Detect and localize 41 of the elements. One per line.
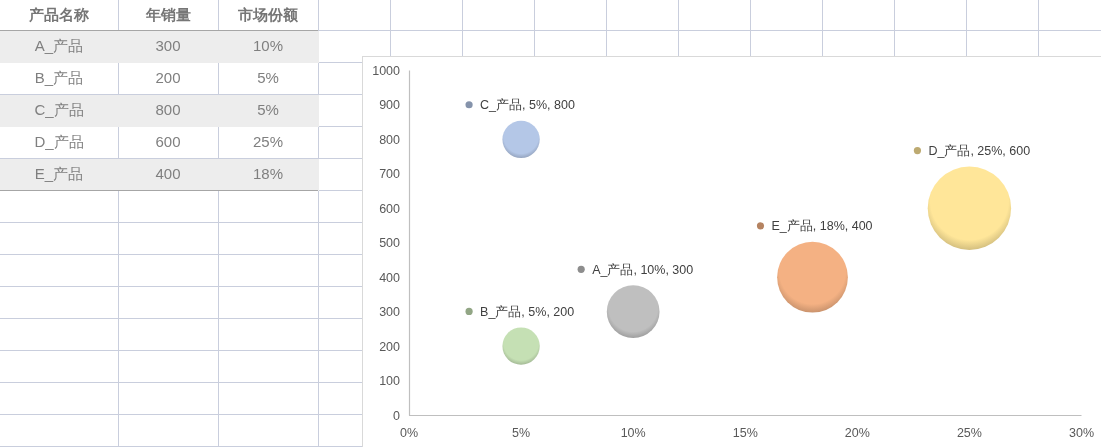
- x-tick-label: 10%: [620, 425, 646, 440]
- value-label: 5%: [257, 69, 279, 86]
- y-tick-label: 0: [393, 408, 400, 423]
- y-tick-label: 1000: [372, 64, 400, 78]
- y-tick-label: 300: [379, 305, 400, 320]
- data-label: A_产品, 10%, 300: [592, 262, 694, 277]
- category: E_产品: [34, 165, 84, 182]
- value-label: 600: [155, 133, 181, 150]
- y-tick-label: 800: [379, 132, 400, 147]
- value-label: 200: [155, 69, 181, 86]
- category: B_产品: [34, 69, 84, 86]
- y-tick-label: 500: [379, 236, 400, 251]
- x-tick-label: 30%: [1069, 425, 1094, 440]
- value-label: 10%: [253, 37, 283, 54]
- x-tick-label: 5%: [512, 425, 531, 440]
- y-tick-label: 600: [379, 201, 400, 216]
- category: A_产品: [34, 37, 84, 54]
- data-label: E_产品, 18%, 400: [771, 219, 873, 234]
- y-tick-label: 200: [379, 339, 400, 354]
- x-tick-label: 0%: [399, 425, 419, 440]
- category: C_产品: [34, 101, 84, 118]
- value-label: 300: [155, 37, 181, 54]
- y-tick-label: 100: [379, 374, 400, 389]
- data-label: D_产品, 25%, 600: [928, 144, 1031, 159]
- series-name: 年销量: [145, 6, 191, 23]
- category: D_产品: [34, 133, 84, 150]
- x-tick-label: 20%: [844, 425, 870, 440]
- x-tick-label: 15%: [732, 425, 758, 440]
- value-label: 5%: [257, 101, 279, 118]
- series-name: 市场份额: [238, 6, 298, 23]
- data-label: B_产品, 5%, 200: [480, 304, 575, 319]
- value-label: 25%: [253, 133, 283, 150]
- value-label: 800: [155, 101, 181, 118]
- y-tick-label: 900: [379, 98, 400, 113]
- value-label: 400: [155, 165, 181, 182]
- y-tick-label: 400: [379, 270, 400, 285]
- annotation: 产品名称: [29, 6, 89, 23]
- y-tick-label: 700: [379, 167, 400, 182]
- x-tick-label: 25%: [956, 425, 982, 440]
- value-label: 18%: [253, 165, 283, 182]
- data-label: C_产品, 5%, 800: [480, 98, 575, 113]
